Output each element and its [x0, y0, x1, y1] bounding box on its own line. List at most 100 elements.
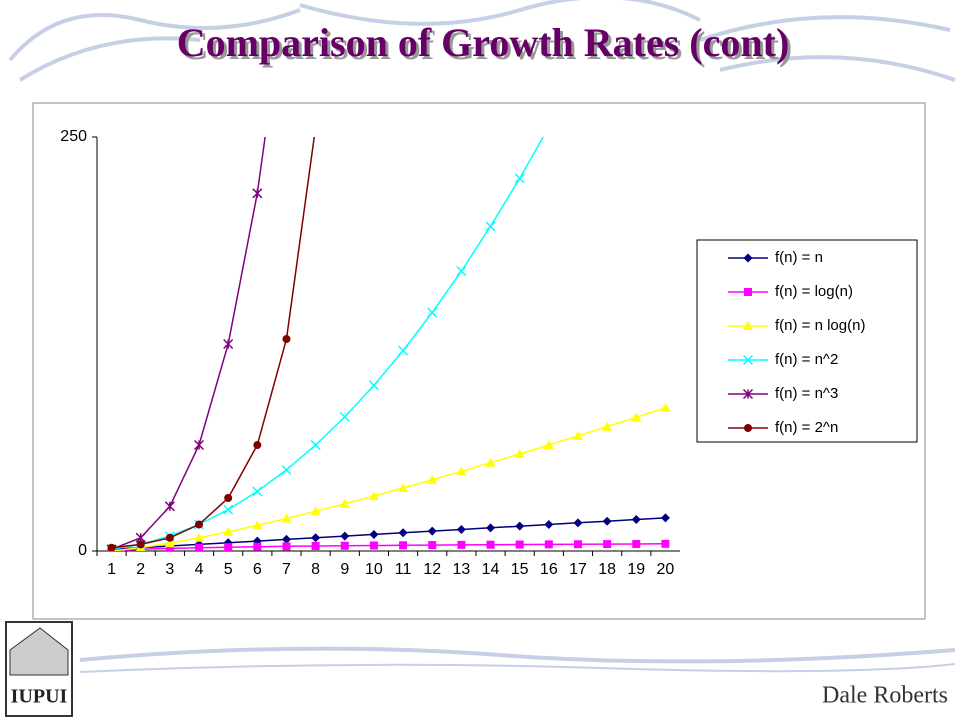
- legend-label: f(n) = n log(n): [775, 317, 865, 334]
- marker: [310, 439, 321, 451]
- marker: [544, 520, 554, 530]
- marker: [544, 540, 553, 549]
- marker: [632, 539, 641, 548]
- legend-box: [696, 239, 918, 443]
- marker: [223, 504, 234, 515]
- marker: [486, 540, 495, 549]
- x-tick-label: 2: [136, 561, 145, 578]
- marker: [223, 338, 234, 350]
- legend-label: f(n) = n: [775, 249, 823, 266]
- marker: [457, 540, 466, 549]
- marker: [281, 513, 292, 523]
- marker: [340, 541, 349, 550]
- marker: [742, 354, 754, 366]
- marker: [602, 516, 612, 526]
- marker: [660, 402, 671, 412]
- series-line: [111, 407, 666, 551]
- marker: [427, 307, 438, 318]
- y-tick-label: 0: [78, 542, 87, 559]
- x-tick-label: 20: [657, 561, 675, 578]
- marker: [282, 335, 291, 344]
- marker: [224, 543, 233, 551]
- marker: [572, 430, 583, 440]
- marker: [661, 539, 670, 548]
- marker: [514, 173, 525, 184]
- legend-label: f(n) = n^3: [775, 385, 838, 402]
- marker: [602, 421, 613, 431]
- marker: [428, 541, 437, 550]
- marker: [368, 490, 379, 500]
- x-tick-label: 8: [311, 561, 320, 578]
- marker: [573, 540, 582, 549]
- marker: [165, 544, 174, 551]
- marker: [311, 533, 321, 543]
- x-tick-label: 17: [569, 561, 587, 578]
- marker: [543, 440, 554, 450]
- marker: [744, 424, 752, 432]
- marker: [743, 321, 753, 330]
- marker: [193, 439, 205, 451]
- legend-label: f(n) = 2^n: [775, 419, 838, 436]
- marker: [369, 529, 379, 539]
- x-tick-label: 6: [253, 561, 262, 578]
- marker: [603, 540, 612, 549]
- series-line: [111, 137, 545, 551]
- legend-label: f(n) = n^2: [775, 351, 838, 368]
- marker: [164, 501, 175, 512]
- marker: [485, 221, 496, 232]
- marker: [252, 188, 263, 199]
- marker: [339, 498, 350, 508]
- marker: [427, 474, 438, 484]
- marker: [194, 532, 205, 542]
- marker: [107, 543, 116, 551]
- marker: [398, 528, 408, 538]
- marker: [223, 526, 234, 536]
- x-tick-label: 3: [165, 561, 174, 578]
- marker: [515, 540, 524, 549]
- marker: [368, 380, 379, 391]
- marker: [282, 542, 291, 551]
- title: Comparison of Growth Rates (cont): [177, 20, 790, 65]
- x-tick-label: 4: [195, 561, 204, 578]
- marker: [603, 10, 612, 19]
- marker: [743, 253, 753, 263]
- marker: [486, 523, 496, 533]
- x-tick-label: 10: [365, 561, 383, 578]
- marker: [339, 411, 350, 422]
- decoration: [8, 0, 956, 673]
- author: Dale Roberts: [822, 683, 948, 709]
- marker: [742, 388, 754, 400]
- marker: [456, 466, 467, 476]
- title-shadow: Comparison of Growth Rates (cont): [180, 23, 793, 68]
- x-tick-label: 9: [340, 561, 349, 578]
- series-line: [111, 137, 266, 550]
- marker: [224, 494, 233, 503]
- x-tick-label: 5: [224, 561, 233, 578]
- marker: [744, 288, 752, 296]
- x-tick-label: 1: [107, 561, 116, 578]
- x-tick-label: 11: [395, 561, 412, 578]
- marker: [195, 520, 204, 529]
- marker: [485, 457, 496, 467]
- marker: [311, 542, 320, 551]
- marker: [252, 486, 263, 497]
- marker: [136, 540, 145, 549]
- x-tick-label: 19: [627, 561, 645, 578]
- x-tick-label: 16: [540, 561, 558, 578]
- marker: [660, 513, 670, 523]
- logo-text: IUPUI: [11, 686, 68, 708]
- y-tick-label: 250: [60, 128, 87, 145]
- marker: [514, 448, 525, 458]
- marker: [456, 266, 467, 277]
- marker: [456, 524, 466, 534]
- marker: [310, 506, 321, 516]
- marker: [573, 518, 583, 528]
- series-line: [111, 543, 666, 551]
- marker: [399, 541, 408, 550]
- series-line: [111, 517, 666, 551]
- marker: [281, 534, 291, 544]
- marker: [340, 531, 350, 541]
- x-tick-label: 13: [452, 561, 470, 578]
- plot-area: [106, 10, 671, 551]
